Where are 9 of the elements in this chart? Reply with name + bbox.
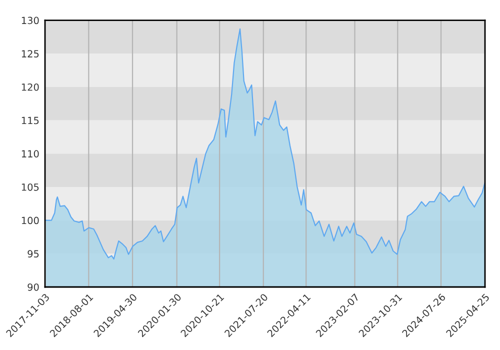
y-tick-label: 95 xyxy=(28,250,39,258)
y-tick-label: 100 xyxy=(22,216,39,224)
y-tick-label: 120 xyxy=(22,83,39,91)
y-tick-label: 90 xyxy=(28,283,39,291)
y-tick-label: 105 xyxy=(22,183,39,191)
y-tick-label: 115 xyxy=(22,116,39,124)
y-tick-label: 110 xyxy=(22,150,39,158)
y-tick-label: 130 xyxy=(22,16,39,24)
y-tick-label: 125 xyxy=(22,50,39,58)
